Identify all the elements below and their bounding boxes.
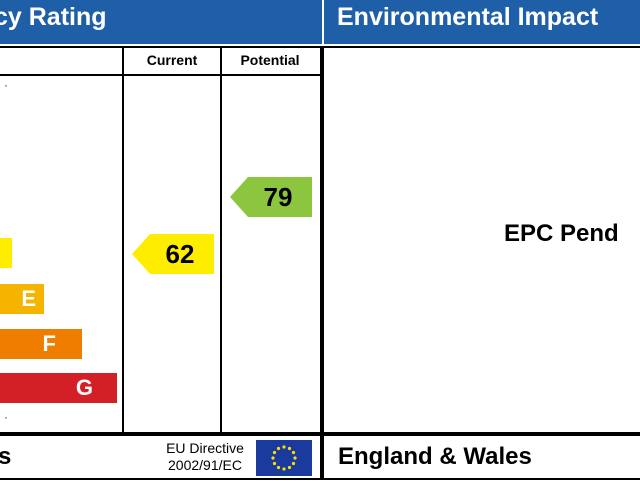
header-row-divider <box>0 74 320 76</box>
environmental-impact-header: Environmental Impact <box>324 0 640 44</box>
potential-column-divider <box>220 48 222 432</box>
environmental-footer: England & Wales <box>322 434 640 480</box>
eu-flag-icon <box>256 440 312 476</box>
rating-band-e-label: E <box>21 286 36 311</box>
eu-directive-line2: 2002/91/EC <box>168 457 242 473</box>
rating-band-e: E <box>0 284 44 314</box>
scale-bottom-marker: · <box>4 410 8 424</box>
eu-directive-line1: EU Directive <box>166 440 244 456</box>
epc-pending-text: EPC Pend <box>504 220 619 247</box>
scale-top-marker: · <box>4 78 8 92</box>
current-rating-arrow: 62 <box>132 234 214 274</box>
potential-rating-arrow: 79 <box>230 177 312 217</box>
rating-band-d <box>0 238 12 268</box>
rating-band-g: G <box>0 373 117 403</box>
rating-band-f: F <box>0 329 82 359</box>
current-column-header: Current <box>146 52 198 68</box>
environmental-impact-panel: EPC Pend <box>322 46 640 434</box>
potential-rating-value: 79 <box>263 182 293 212</box>
eu-stars-icon <box>271 445 297 471</box>
energy-efficiency-header: cy Rating <box>0 0 322 44</box>
footer-country-left: s <box>0 443 12 470</box>
potential-rating-arrow-shape <box>230 177 312 217</box>
rating-band-f-label: F <box>42 331 56 356</box>
current-rating-arrow-shape <box>132 234 214 274</box>
energy-rating-panel: Current Potential · · E F G 62 79 <box>0 46 322 434</box>
rating-band-g-label: G <box>75 375 93 400</box>
eu-directive-text: EU Directive 2002/91/EC <box>158 440 252 474</box>
energy-footer: s EU Directive 2002/91/EC <box>0 434 322 480</box>
current-rating-value: 62 <box>165 239 195 269</box>
current-column-divider <box>122 48 124 432</box>
environmental-impact-title: Environmental Impact <box>337 3 599 31</box>
energy-efficiency-title: cy Rating <box>0 3 107 31</box>
potential-column-header: Potential <box>240 52 300 68</box>
footer-country-right: England & Wales <box>338 443 532 470</box>
